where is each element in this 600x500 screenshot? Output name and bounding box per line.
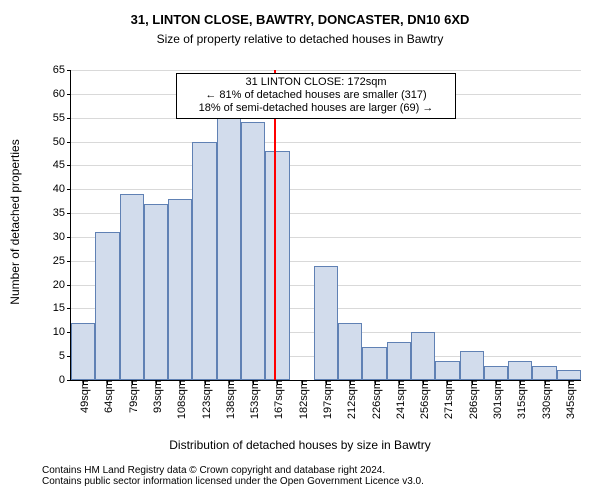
xtick-label: 138sqm <box>221 380 237 419</box>
xtick-label: 79sqm <box>124 380 140 413</box>
title-line2: Size of property relative to detached ho… <box>157 32 444 46</box>
gridline-h <box>71 189 581 190</box>
footer-line1: Contains HM Land Registry data © Crown c… <box>42 465 424 476</box>
x-axis-label-text: Distribution of detached houses by size … <box>169 438 430 452</box>
chart-container: 31, LINTON CLOSE, BAWTRY, DONCASTER, DN1… <box>0 0 600 500</box>
annotation-box: 31 LINTON CLOSE: 172sqm← 81% of detached… <box>176 73 456 119</box>
histogram-bar <box>362 347 386 380</box>
title-line1: 31, LINTON CLOSE, BAWTRY, DONCASTER, DN1… <box>131 12 470 27</box>
ytick-label: 0 <box>59 374 71 386</box>
ytick-label: 65 <box>53 64 71 76</box>
xtick-label: 271sqm <box>439 380 455 419</box>
y-axis-label-text: Number of detached properties <box>8 139 22 304</box>
histogram-bar <box>435 361 459 380</box>
gridline-h <box>71 70 581 71</box>
xtick-label: 226sqm <box>367 380 383 419</box>
ytick-label: 55 <box>53 112 71 124</box>
histogram-bar <box>508 361 532 380</box>
histogram-bar <box>217 118 241 380</box>
histogram-bar <box>120 194 144 380</box>
annotation-line: 31 LINTON CLOSE: 172sqm <box>183 76 449 89</box>
ytick-label: 45 <box>53 159 71 171</box>
xtick-label: 256sqm <box>415 380 431 419</box>
xtick-label: 123sqm <box>197 380 213 419</box>
xtick-label: 212sqm <box>342 380 358 419</box>
gridline-h <box>71 165 581 166</box>
histogram-bar <box>411 332 435 380</box>
xtick-label: 345sqm <box>561 380 577 419</box>
ytick-label: 50 <box>53 136 71 148</box>
xtick-label: 167sqm <box>269 380 285 419</box>
y-axis-label: Number of detached properties <box>8 117 22 327</box>
ytick-label: 40 <box>53 183 71 195</box>
histogram-bar <box>144 204 168 380</box>
histogram-bar <box>532 366 556 380</box>
chart-title: 31, LINTON CLOSE, BAWTRY, DONCASTER, DN1… <box>0 12 600 27</box>
histogram-bar <box>168 199 192 380</box>
xtick-label: 64sqm <box>99 380 115 413</box>
gridline-h <box>71 142 581 143</box>
xtick-label: 93sqm <box>148 380 164 413</box>
histogram-bar <box>265 151 289 380</box>
annotation-line: ← 81% of detached houses are smaller (31… <box>183 89 449 102</box>
ytick-label: 60 <box>53 88 71 100</box>
annotation-line: 18% of semi-detached houses are larger (… <box>183 102 449 115</box>
ytick-label: 25 <box>53 255 71 267</box>
histogram-bar <box>460 351 484 380</box>
xtick-label: 153sqm <box>245 380 261 419</box>
xtick-label: 315sqm <box>512 380 528 419</box>
ytick-label: 35 <box>53 207 71 219</box>
ytick-label: 30 <box>53 231 71 243</box>
histogram-bar <box>192 142 216 380</box>
plot-area: 0510152025303540455055606549sqm64sqm79sq… <box>70 70 581 381</box>
histogram-bar <box>484 366 508 380</box>
x-axis-label: Distribution of detached houses by size … <box>0 438 600 452</box>
histogram-bar <box>387 342 411 380</box>
footer-line2: Contains public sector information licen… <box>42 476 424 487</box>
ytick-label: 15 <box>53 302 71 314</box>
histogram-bar <box>314 266 338 380</box>
xtick-label: 286sqm <box>464 380 480 419</box>
xtick-label: 330sqm <box>537 380 553 419</box>
histogram-bar <box>71 323 95 380</box>
histogram-bar <box>95 232 119 380</box>
histogram-bar <box>338 323 362 380</box>
xtick-label: 241sqm <box>391 380 407 419</box>
ytick-label: 10 <box>53 326 71 338</box>
histogram-bar <box>557 370 581 380</box>
ytick-label: 20 <box>53 279 71 291</box>
ytick-label: 5 <box>59 350 71 362</box>
xtick-label: 197sqm <box>318 380 334 419</box>
xtick-label: 301sqm <box>488 380 504 419</box>
footer: Contains HM Land Registry data © Crown c… <box>42 465 424 487</box>
xtick-label: 108sqm <box>172 380 188 419</box>
xtick-label: 49sqm <box>75 380 91 413</box>
xtick-label: 182sqm <box>294 380 310 419</box>
histogram-bar <box>241 122 265 380</box>
chart-subtitle: Size of property relative to detached ho… <box>0 32 600 46</box>
